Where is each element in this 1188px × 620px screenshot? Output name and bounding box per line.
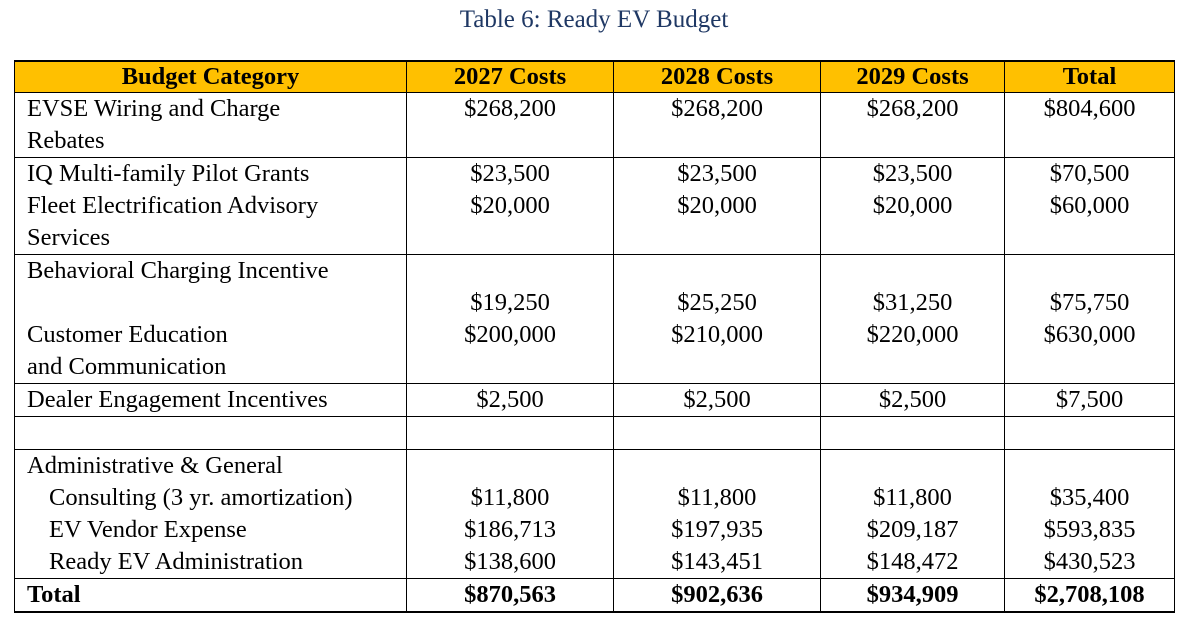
cell-2028: $11,800	[613, 482, 821, 514]
cell-value: $25,250	[677, 289, 757, 316]
cell-2027: $138,600	[406, 546, 614, 579]
cell-value: $19,250	[470, 289, 550, 316]
cell-2027: $268,200	[406, 92, 614, 158]
cell-2029: $148,472	[820, 546, 1005, 579]
cell-2028: $902,636	[613, 578, 821, 613]
cell-total: $35,400	[1004, 482, 1175, 514]
table-row: IQ Multi-family Pilot Grants $23,500 $23…	[14, 157, 1175, 190]
table-row: Behavioral Charging Incentive $19,250 $2…	[14, 254, 1175, 319]
cell-2027: $19,250	[406, 254, 614, 319]
cell-value: $75,750	[1049, 289, 1130, 316]
cell-2029: $268,200	[820, 92, 1005, 158]
row-label: IQ Multi-family Pilot Grants	[14, 157, 407, 190]
cell-2028: $210,000	[613, 319, 821, 384]
cell-2028: $20,000	[613, 190, 821, 255]
row-label-line: and Communication	[27, 353, 227, 380]
header-2027-costs: 2027 Costs	[406, 60, 614, 93]
cell-total: $430,523	[1004, 546, 1175, 579]
row-label: EV Vendor Expense	[14, 514, 407, 546]
cell-2029: $209,187	[820, 514, 1005, 546]
row-label-line: Fleet Electrification Advisory	[27, 192, 319, 219]
table-row: EV Vendor Expense $186,713 $197,935 $209…	[14, 514, 1175, 546]
header-2029-costs: 2029 Costs	[820, 60, 1005, 93]
cell-total: $2,708,108	[1004, 578, 1175, 613]
table-caption: Table 6: Ready EV Budget	[459, 6, 729, 33]
cell-2027: $11,800	[406, 482, 614, 514]
table-row: Customer Education and Communication $20…	[14, 319, 1175, 384]
row-label-line: Customer Education	[27, 321, 228, 348]
table-row: Fleet Electrification Advisory Services …	[14, 190, 1175, 255]
row-label: Fleet Electrification Advisory Services	[14, 190, 407, 255]
cell-total: $804,600	[1004, 92, 1175, 158]
header-total: Total	[1004, 60, 1175, 93]
row-label-line: EVSE Wiring and Charge	[27, 95, 281, 122]
cell-total: $75,750	[1004, 254, 1175, 319]
header-2028-costs: 2028 Costs	[613, 60, 821, 93]
row-label: Administrative & General	[14, 449, 407, 482]
spacer-row	[14, 416, 1175, 450]
cell-2029: $2,500	[820, 383, 1005, 417]
cell-total: $593,835	[1004, 514, 1175, 546]
cell-2029: $934,909	[820, 578, 1005, 613]
cell-2029: $220,000	[820, 319, 1005, 384]
header-budget-category: Budget Category	[14, 60, 407, 93]
cell-total: $70,500	[1004, 157, 1175, 190]
cell-2027: $870,563	[406, 578, 614, 613]
table-row: Ready EV Administration $138,600 $143,45…	[14, 546, 1175, 579]
row-label-line: Behavioral Charging Incentive	[27, 257, 329, 284]
row-label: Consulting (3 yr. amortization)	[14, 482, 407, 514]
table-row: EVSE Wiring and Charge Rebates $268,200 …	[14, 92, 1175, 158]
cell-total: $60,000	[1004, 190, 1175, 255]
row-label: Customer Education and Communication	[14, 319, 407, 384]
cell-total: $7,500	[1004, 383, 1175, 417]
cell-total: $630,000	[1004, 319, 1175, 384]
row-label: EVSE Wiring and Charge Rebates	[14, 92, 407, 158]
row-label: Dealer Engagement Incentives	[14, 383, 407, 417]
row-label: Ready EV Administration	[14, 546, 407, 579]
cell-2028: $268,200	[613, 92, 821, 158]
cell-2027: $23,500	[406, 157, 614, 190]
cell-2029: $20,000	[820, 190, 1005, 255]
row-label: Behavioral Charging Incentive	[14, 254, 407, 319]
cell-2027: $186,713	[406, 514, 614, 546]
budget-table: Budget Category 2027 Costs 2028 Costs 20…	[14, 60, 1175, 613]
cell-2027: $20,000	[406, 190, 614, 255]
table-row: Administrative & General	[14, 449, 1175, 482]
table-row: Dealer Engagement Incentives $2,500 $2,5…	[14, 383, 1175, 417]
cell-2029: $23,500	[820, 157, 1005, 190]
row-label-line: Rebates	[27, 127, 105, 154]
header-row: Budget Category 2027 Costs 2028 Costs 20…	[14, 60, 1175, 93]
table-row: Consulting (3 yr. amortization) $11,800 …	[14, 482, 1175, 514]
cell-2027: $2,500	[406, 383, 614, 417]
cell-2027: $200,000	[406, 319, 614, 384]
cell-2028: $23,500	[613, 157, 821, 190]
cell-2028: $2,500	[613, 383, 821, 417]
cell-2028: $143,451	[613, 546, 821, 579]
row-label-line: Services	[27, 224, 110, 251]
cell-2028: $25,250	[613, 254, 821, 319]
total-row: Total $870,563 $902,636 $934,909 $2,708,…	[14, 578, 1175, 613]
row-label: Total	[14, 578, 407, 613]
cell-2028: $197,935	[613, 514, 821, 546]
cell-value: $31,250	[872, 289, 953, 316]
cell-2029: $11,800	[820, 482, 1005, 514]
cell-2029: $31,250	[820, 254, 1005, 319]
